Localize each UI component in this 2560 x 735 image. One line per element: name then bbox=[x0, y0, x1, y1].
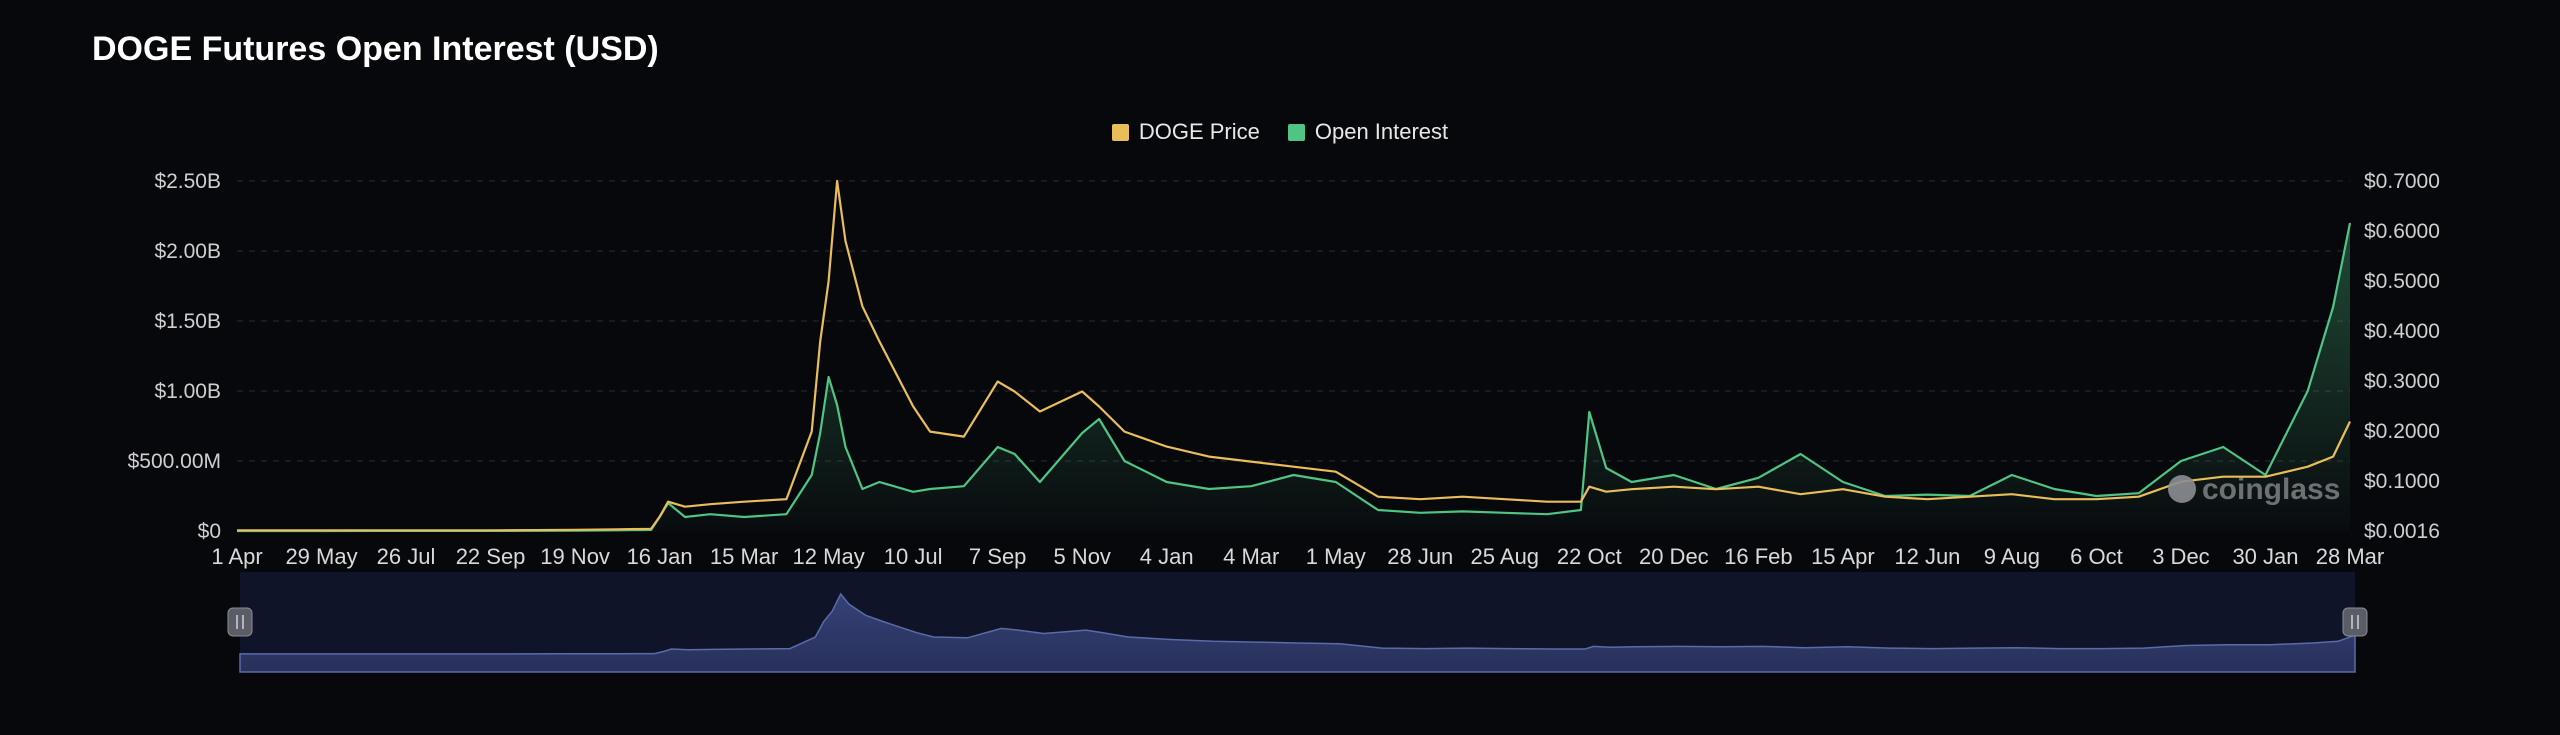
x-tick-label: 4 Mar bbox=[1223, 544, 1279, 569]
x-tick-label: 10 Jul bbox=[884, 544, 943, 569]
navigator-max-handle[interactable] bbox=[2342, 607, 2368, 637]
legend-label-price: DOGE Price bbox=[1138, 119, 1260, 144]
navigator bbox=[227, 572, 2368, 673]
legend: DOGE Price Open Interest bbox=[0, 119, 2560, 145]
y-right-tick-label: $0.6000 bbox=[2364, 220, 2440, 243]
x-tick-label: 9 Aug bbox=[1984, 544, 2040, 569]
x-tick-label: 15 Mar bbox=[710, 544, 778, 569]
y-left-tick-label: $1.50B bbox=[154, 310, 221, 333]
navigator-series bbox=[239, 592, 2356, 673]
x-tick-label: 28 Mar bbox=[2316, 544, 2384, 569]
watermark: coinglass bbox=[2168, 473, 2340, 506]
x-tick-label: 5 Nov bbox=[1053, 544, 1110, 569]
x-axis: 1 Apr 29 May 26 Jul 22 Sep 19 Nov 16 Jan 15 Ma… bbox=[211, 544, 2384, 569]
y-left-tick-label: $0 bbox=[198, 520, 221, 543]
legend-label-oi: Open Interest bbox=[1314, 119, 1449, 144]
x-tick-label: 16 Feb bbox=[1724, 544, 1793, 569]
x-tick-label: 25 Aug bbox=[1471, 544, 1540, 569]
x-tick-label: 19 Nov bbox=[540, 544, 610, 569]
y-axis-left: $0 $500.00M $1.00B $1.50B $2.00B $2.50B bbox=[128, 170, 221, 543]
doge-price-line bbox=[237, 179, 2351, 532]
x-tick-label: 7 Sep bbox=[969, 544, 1027, 569]
x-tick-label: 20 Dec bbox=[1639, 544, 1709, 569]
x-tick-label: 6 Oct bbox=[2070, 544, 2123, 569]
x-tick-label: 22 Oct bbox=[1557, 544, 1622, 569]
navigator-handle-body bbox=[227, 607, 253, 637]
x-tick-label: 16 Jan bbox=[627, 544, 693, 569]
x-tick-label: 15 Apr bbox=[1811, 544, 1875, 569]
open-interest-area bbox=[237, 223, 2350, 531]
y-right-tick-label: $0.1000 bbox=[2364, 470, 2440, 493]
y-left-tick-label: $2.00B bbox=[154, 240, 221, 263]
y-right-tick-label: $0.7000 bbox=[2364, 170, 2440, 193]
chart-title: DOGE Futures Open Interest (USD) bbox=[92, 30, 659, 68]
x-tick-label: 26 Jul bbox=[377, 544, 436, 569]
watermark-text: coinglass bbox=[2202, 473, 2340, 506]
y-right-tick-label: $0.5000 bbox=[2364, 270, 2440, 293]
x-tick-label: 30 Jan bbox=[2232, 544, 2298, 569]
x-tick-label: 12 Jun bbox=[1894, 544, 1960, 569]
x-tick-label: 29 May bbox=[285, 544, 357, 569]
y-left-tick-label: $1.00B bbox=[154, 380, 221, 403]
y-left-tick-label: $500.00M bbox=[128, 450, 221, 473]
x-tick-label: 12 May bbox=[793, 544, 865, 569]
y-left-tick-label: $2.50B bbox=[154, 170, 221, 193]
x-tick-label: 28 Jun bbox=[1387, 544, 1453, 569]
y-axis-right: $0.0016 $0.1000 $0.2000 $0.3000 $0.4000 $0.50… bbox=[2364, 170, 2440, 543]
grid-lines bbox=[237, 180, 2350, 462]
legend-item-oi[interactable]: Open Interest bbox=[1287, 119, 1449, 145]
y-right-tick-label: $0.4000 bbox=[2364, 320, 2440, 343]
navigator-handle-body bbox=[2342, 607, 2368, 637]
x-tick-label: 22 Sep bbox=[456, 544, 526, 569]
legend-item-price[interactable]: DOGE Price bbox=[1111, 119, 1260, 145]
series-layer bbox=[237, 179, 2352, 533]
legend-swatch-price bbox=[1111, 123, 1129, 141]
x-tick-label: 3 Dec bbox=[2152, 544, 2209, 569]
legend-swatch-oi bbox=[1287, 123, 1305, 141]
y-right-tick-label: $0.2000 bbox=[2364, 420, 2440, 443]
y-right-tick-label: $0.3000 bbox=[2364, 370, 2440, 393]
navigator-min-handle[interactable] bbox=[227, 607, 253, 637]
watermark-logo-icon bbox=[2168, 475, 2196, 503]
x-tick-label: 1 May bbox=[1306, 544, 1366, 569]
x-tick-label: 4 Jan bbox=[1140, 544, 1194, 569]
x-tick-label: 1 Apr bbox=[211, 544, 262, 569]
y-right-tick-label: $0.0016 bbox=[2364, 520, 2440, 543]
